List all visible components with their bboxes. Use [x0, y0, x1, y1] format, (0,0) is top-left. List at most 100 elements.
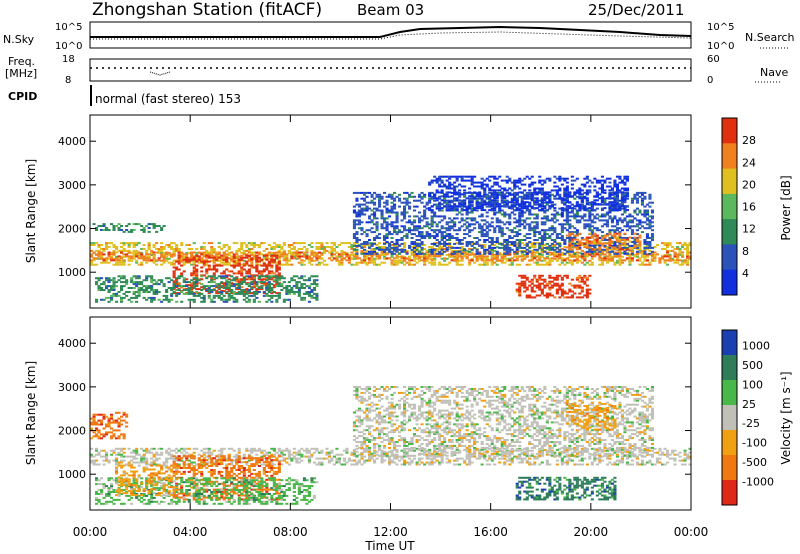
power-cell-48: [112, 257, 116, 260]
power-cell-1036: [565, 261, 569, 264]
power-cell-1903: [190, 274, 194, 277]
power-cell-2919: [380, 209, 384, 212]
power-cell-3936: [563, 252, 567, 255]
power-cell-3104: [415, 248, 419, 251]
power-cell-2797: [357, 219, 361, 222]
power-cell-209: [185, 251, 189, 254]
power-cell-930: [515, 242, 519, 245]
power-cell-3857: [545, 195, 549, 198]
power-cell-1929: [195, 254, 199, 257]
power-cell-4819: [555, 193, 559, 196]
power-cell-2245: [107, 291, 111, 293]
power-cell-2215: [277, 266, 281, 269]
power-cell-3321: [453, 217, 457, 220]
nave-line: [149, 71, 171, 76]
power-cell-3018: [398, 244, 402, 247]
power-cell-2282: [120, 281, 124, 284]
power-cell-4691: [513, 197, 517, 200]
power-cell-4177: [608, 217, 612, 220]
power-cell-396: [275, 261, 279, 264]
power-cell-1238: [655, 244, 659, 246]
power-cell-3625: [508, 248, 512, 251]
power-cell-3581: [500, 231, 504, 234]
power-cell-3220: [435, 223, 439, 226]
power-cell-2928: [383, 227, 387, 230]
power-cell-1366: [150, 259, 154, 262]
power-cell-1724: [538, 255, 542, 258]
power-cell-901: [503, 261, 507, 264]
power-cell-2252: [110, 296, 114, 299]
power-cell-3242: [440, 242, 444, 245]
power-cell-1820: [661, 257, 665, 260]
power-cell-2684: [287, 298, 291, 301]
power-cell-1824: [666, 259, 670, 262]
power-cell-4081: [588, 215, 592, 218]
power-cell-2587: [247, 294, 251, 297]
power-cell-4162: [605, 233, 609, 236]
power-cell-1983: [215, 264, 219, 267]
power-cell-4838: [563, 193, 567, 196]
power-cell-2623: [262, 275, 266, 278]
power-cell-4786: [540, 179, 544, 182]
power-cell-4145: [600, 203, 604, 206]
power-cell-2452: [195, 291, 199, 293]
power-cell-512: [330, 248, 334, 250]
power-cell-625: [380, 253, 384, 256]
power-cell-4936: [598, 181, 602, 184]
power-cell-1208: [640, 255, 644, 258]
power-cell-3453: [478, 223, 482, 226]
power-cell-1108: [595, 244, 599, 246]
power-cell-3948: [563, 197, 567, 200]
power-cell-1733: [555, 255, 559, 258]
power-cell-2206: [275, 256, 279, 259]
power-cell-1159: [618, 257, 622, 260]
power-cell-2799: [357, 213, 361, 216]
power-cell-2488: [210, 281, 214, 284]
power-cell-3202: [433, 237, 437, 239]
power-cell-172: [167, 251, 171, 254]
power-cell-1423: [212, 259, 216, 262]
power-cell-1120: [603, 249, 607, 252]
power-cell-1379: [165, 259, 169, 262]
power-cell-3659: [513, 217, 517, 220]
power-cell-3815: [540, 239, 544, 241]
power-cell-2531: [225, 275, 229, 278]
power-cell-4331: [633, 197, 637, 200]
power-cell-3261: [443, 227, 447, 230]
power-cell-4451: [435, 179, 439, 182]
power-cell-1322: [102, 253, 106, 256]
power-cell-1460: [250, 251, 254, 254]
power-cell-3044: [403, 215, 407, 218]
power-cell-1502: [295, 251, 299, 254]
power-cell-2517: [222, 300, 226, 303]
power-cell-1315: [97, 253, 101, 256]
power-cell-1529: [315, 253, 319, 256]
power-cell-2105: [250, 266, 254, 269]
power-cell-1618: [423, 255, 427, 258]
power-cell-890: [495, 246, 499, 248]
power-cell-2031: [232, 266, 236, 269]
power-cell-2038: [235, 280, 239, 283]
power-cell-1143: [613, 261, 617, 264]
power-cell-2909: [378, 195, 382, 198]
power-cell-1533: [320, 257, 324, 260]
power-cell-1710: [525, 251, 529, 254]
power-cell-1275: [676, 242, 680, 245]
power-cell-2641: [267, 275, 271, 278]
power-cell-4677: [508, 193, 512, 196]
power-cell-1470: [260, 253, 264, 256]
power-cell-2563: [237, 291, 241, 293]
power-cell-3478: [483, 248, 487, 251]
power-cell-4694: [513, 185, 517, 188]
power-cell-2030: [232, 272, 236, 275]
power-cell-1385: [175, 259, 179, 262]
power-cell-2924: [383, 242, 387, 245]
power-cell-4565: [470, 175, 474, 178]
power-cell-1397: [187, 257, 191, 260]
power-cell-294: [227, 261, 231, 264]
power-cell-4603: [483, 189, 487, 192]
power-cell-4262: [620, 203, 624, 206]
power-cell-1293: [683, 242, 687, 245]
power-cell-3274: [445, 233, 449, 236]
power-cell-3872: [550, 248, 554, 251]
